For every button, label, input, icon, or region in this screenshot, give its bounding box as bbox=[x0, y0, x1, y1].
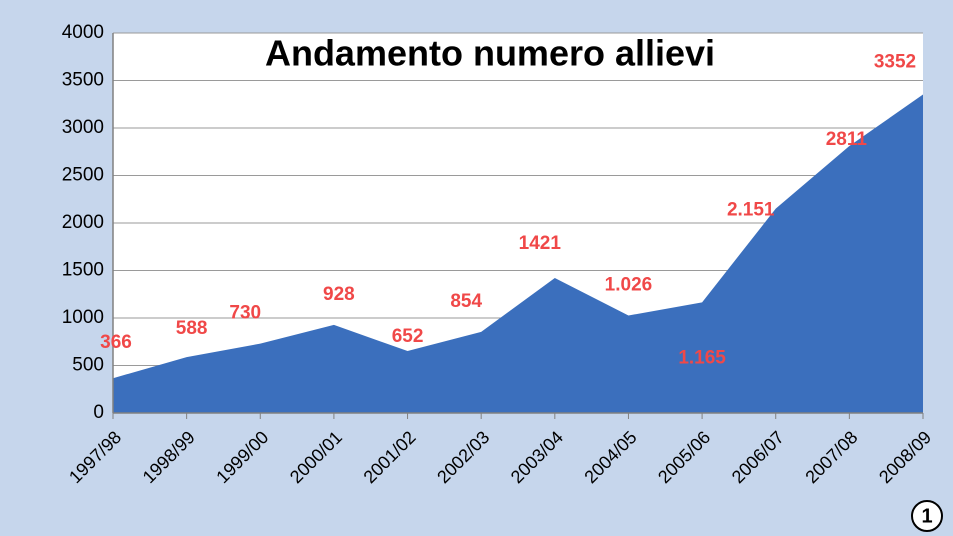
area bbox=[113, 94, 923, 413]
x-tick-label: 2006/07 bbox=[728, 427, 788, 487]
value-label: 730 bbox=[229, 303, 261, 324]
y-tick-label: 2500 bbox=[62, 165, 104, 186]
badge: 1 bbox=[921, 505, 932, 527]
value-label: 854 bbox=[450, 291, 482, 312]
badge-circle bbox=[911, 500, 943, 532]
x-tick-label: 2004/05 bbox=[580, 427, 640, 487]
x-tick-label: 1997/98 bbox=[65, 427, 125, 487]
y-tick-label: 4000 bbox=[62, 22, 104, 43]
x-tick-label: 2008/09 bbox=[875, 427, 935, 487]
value-label: 652 bbox=[392, 326, 424, 347]
value-label: 1421 bbox=[519, 233, 562, 254]
chart-title: Andamento numero allievi bbox=[265, 33, 715, 74]
y-tick-label: 2000 bbox=[62, 212, 104, 233]
y-tick-label: 3500 bbox=[62, 70, 104, 91]
value-label: 588 bbox=[176, 318, 208, 339]
value-label: 2811 bbox=[826, 129, 868, 150]
y-tick-label: 500 bbox=[72, 355, 104, 376]
y-tick-label: 1000 bbox=[62, 307, 104, 328]
value-label: 928 bbox=[323, 284, 355, 305]
x-tick-label: 2002/03 bbox=[433, 427, 493, 487]
x-tick-label: 2005/06 bbox=[654, 427, 714, 487]
x-tick-label: 1998/99 bbox=[139, 427, 199, 487]
x-tick-label: 2003/04 bbox=[507, 427, 567, 487]
value-label: 2.151 bbox=[727, 200, 775, 221]
y-tick-label: 1500 bbox=[62, 260, 104, 281]
value-label: 1.165 bbox=[678, 347, 726, 368]
y-tick-label: 3000 bbox=[62, 117, 104, 138]
value-label: 3352 bbox=[874, 52, 916, 73]
y-tick-label: 0 bbox=[93, 402, 104, 423]
x-tick-label: 2001/02 bbox=[360, 427, 420, 487]
value-label: 366 bbox=[100, 332, 132, 353]
value-label: 1.026 bbox=[605, 275, 653, 296]
x-tick-label: 1999/00 bbox=[212, 427, 272, 487]
x-tick-label: 2000/01 bbox=[286, 427, 346, 487]
x-tick-label: 2007/08 bbox=[801, 427, 861, 487]
